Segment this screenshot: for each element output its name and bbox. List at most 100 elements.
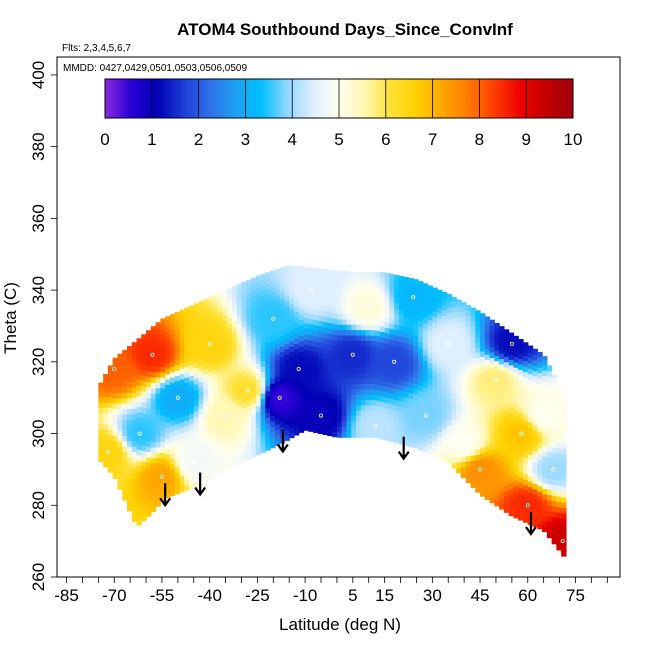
heatmap-cell bbox=[494, 500, 500, 507]
heatmap-cell bbox=[499, 412, 505, 419]
heatmap-cell bbox=[341, 410, 348, 417]
heatmap-cell bbox=[422, 338, 429, 345]
colorbar-tick-label: 3 bbox=[241, 130, 250, 149]
heatmap-cell bbox=[179, 384, 185, 391]
heatmap-cell bbox=[303, 376, 309, 383]
heatmap-cell bbox=[222, 449, 228, 456]
heatmap-cell bbox=[179, 330, 185, 337]
heatmap-cell bbox=[241, 288, 247, 295]
heatmap-cell bbox=[189, 434, 195, 441]
heatmap-cell bbox=[298, 308, 305, 315]
heatmap-cell bbox=[146, 330, 152, 334]
heatmap-cell bbox=[112, 435, 119, 442]
heatmap-cell bbox=[332, 393, 338, 400]
heatmap-cell bbox=[499, 390, 505, 397]
heatmap-cell bbox=[413, 345, 419, 352]
heatmap-cell bbox=[303, 301, 309, 308]
heatmap-cell bbox=[546, 446, 553, 453]
heatmap-cell bbox=[451, 365, 457, 372]
heatmap-cell bbox=[527, 411, 534, 418]
heatmap-cell bbox=[246, 279, 252, 282]
heatmap-cell bbox=[489, 389, 495, 396]
heatmap-cell bbox=[165, 475, 171, 482]
heatmap-cell bbox=[231, 439, 238, 446]
heatmap-cell bbox=[146, 489, 152, 496]
heatmap-cell bbox=[480, 442, 486, 449]
heatmap-cell bbox=[422, 322, 429, 329]
heatmap-cell bbox=[384, 370, 390, 377]
heatmap-cell bbox=[518, 342, 524, 349]
heatmap-cell bbox=[432, 332, 438, 339]
heatmap-cell bbox=[556, 431, 562, 438]
colorbar-segment bbox=[288, 79, 293, 118]
heatmap-cell bbox=[317, 401, 324, 408]
heatmap-cell bbox=[561, 539, 567, 546]
heatmap-cell bbox=[198, 306, 204, 313]
heatmap-cell bbox=[532, 348, 538, 355]
heatmap-cell bbox=[379, 401, 386, 408]
heatmap-cell bbox=[441, 401, 448, 408]
heatmap-cell bbox=[236, 436, 243, 443]
heatmap-cell bbox=[456, 461, 462, 468]
heatmap-cell bbox=[375, 346, 381, 353]
heatmap-cell bbox=[279, 405, 286, 412]
heatmap-cell bbox=[103, 407, 109, 414]
heatmap-cell bbox=[274, 407, 281, 414]
heatmap-cell bbox=[522, 342, 529, 346]
heatmap-cell bbox=[255, 362, 262, 369]
heatmap-cell bbox=[308, 415, 314, 422]
colorbar-segment bbox=[409, 79, 414, 118]
heatmap-cell bbox=[107, 418, 114, 425]
heatmap-cell bbox=[241, 358, 247, 365]
heatmap-cell bbox=[556, 506, 562, 513]
heatmap-cell bbox=[150, 495, 157, 502]
heatmap-cell bbox=[293, 311, 300, 318]
heatmap-cell bbox=[136, 486, 142, 493]
heatmap-cell bbox=[437, 350, 443, 357]
heatmap-cell bbox=[203, 459, 209, 466]
heatmap-cell bbox=[313, 335, 319, 342]
heatmap-cell bbox=[456, 332, 462, 339]
heatmap-cell bbox=[208, 424, 214, 431]
heatmap-cell bbox=[460, 337, 467, 344]
heatmap-cell bbox=[470, 368, 476, 375]
heatmap-cell bbox=[346, 399, 352, 406]
observation-point bbox=[159, 474, 164, 479]
heatmap-cell bbox=[146, 349, 152, 356]
heatmap-cell bbox=[179, 319, 185, 326]
heatmap-cell bbox=[503, 490, 510, 497]
heatmap-cell bbox=[222, 331, 228, 338]
heatmap-cell bbox=[317, 395, 324, 402]
heatmap-cell bbox=[360, 291, 367, 298]
heatmap-cell bbox=[561, 502, 567, 509]
heatmap-cell bbox=[403, 391, 410, 398]
heatmap-cell bbox=[136, 454, 142, 461]
heatmap-cell bbox=[379, 395, 386, 402]
heatmap-cell bbox=[193, 313, 200, 320]
observation-point bbox=[112, 366, 117, 371]
heatmap-cell bbox=[146, 419, 152, 426]
heatmap-cell bbox=[537, 485, 543, 492]
heatmap-cell bbox=[508, 510, 515, 517]
heatmap-cell bbox=[279, 335, 286, 342]
heatmap-cell bbox=[241, 391, 247, 398]
heatmap-cell bbox=[346, 410, 352, 417]
colorbar-tick-label: 9 bbox=[521, 130, 530, 149]
heatmap-cell bbox=[317, 336, 324, 343]
heatmap-cell bbox=[375, 319, 381, 326]
heatmap-cell bbox=[403, 348, 410, 355]
heatmap-cell bbox=[146, 360, 152, 367]
heatmap-cell bbox=[403, 380, 410, 387]
heatmap-cell bbox=[122, 456, 128, 463]
heatmap-cell bbox=[112, 467, 119, 474]
heatmap-cell bbox=[336, 340, 343, 347]
heatmap-cell bbox=[518, 423, 524, 430]
heatmap-cell bbox=[332, 312, 338, 319]
heatmap-cell bbox=[274, 310, 281, 317]
heatmap-cell bbox=[165, 464, 171, 471]
heatmap-cell bbox=[184, 452, 190, 459]
heatmap-cell bbox=[556, 539, 562, 546]
heatmap-cell bbox=[298, 266, 305, 272]
heatmap-cell bbox=[422, 441, 429, 448]
heatmap-cell bbox=[236, 372, 243, 379]
